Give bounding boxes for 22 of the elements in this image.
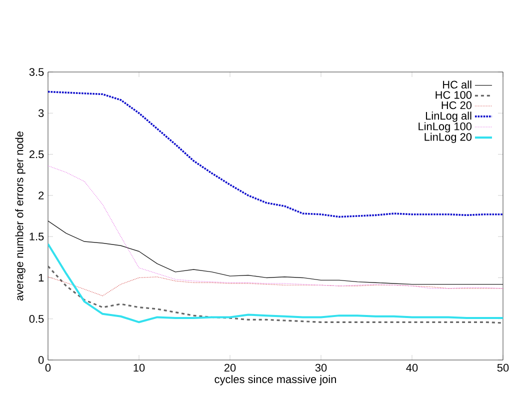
y-tick-label: 3.5 [29,68,44,76]
x-tick-label: 0 [45,364,51,372]
y-tick-label: 0 [38,356,44,364]
y-axis-title: average number of errors per node [15,132,26,301]
x-tick-label: 30 [315,364,327,372]
legend-label: LinLog all [426,112,472,122]
x-tick-label: 50 [497,364,509,372]
y-tick-label: 3 [38,109,44,118]
legend-label: HC 100 [436,91,472,99]
y-tick-label: 0.5 [29,314,44,323]
y-tick-label: 2 [38,192,44,200]
x-tick-label: 20 [224,364,236,372]
x-tick-label: 40 [406,364,418,372]
x-axis-title: cycles since massive join [214,375,336,386]
legend-label: HC all [443,80,472,89]
x-tick-label: 10 [134,364,145,372]
y-tick-label: 2.5 [29,150,44,158]
y-tick-label: 1 [38,274,44,282]
y-tick-label: 1.5 [30,232,44,240]
legend-label: LinLog 20 [424,132,472,143]
legend-label: LinLog 100 [418,122,472,132]
legend-label: HC 20 [442,101,472,110]
